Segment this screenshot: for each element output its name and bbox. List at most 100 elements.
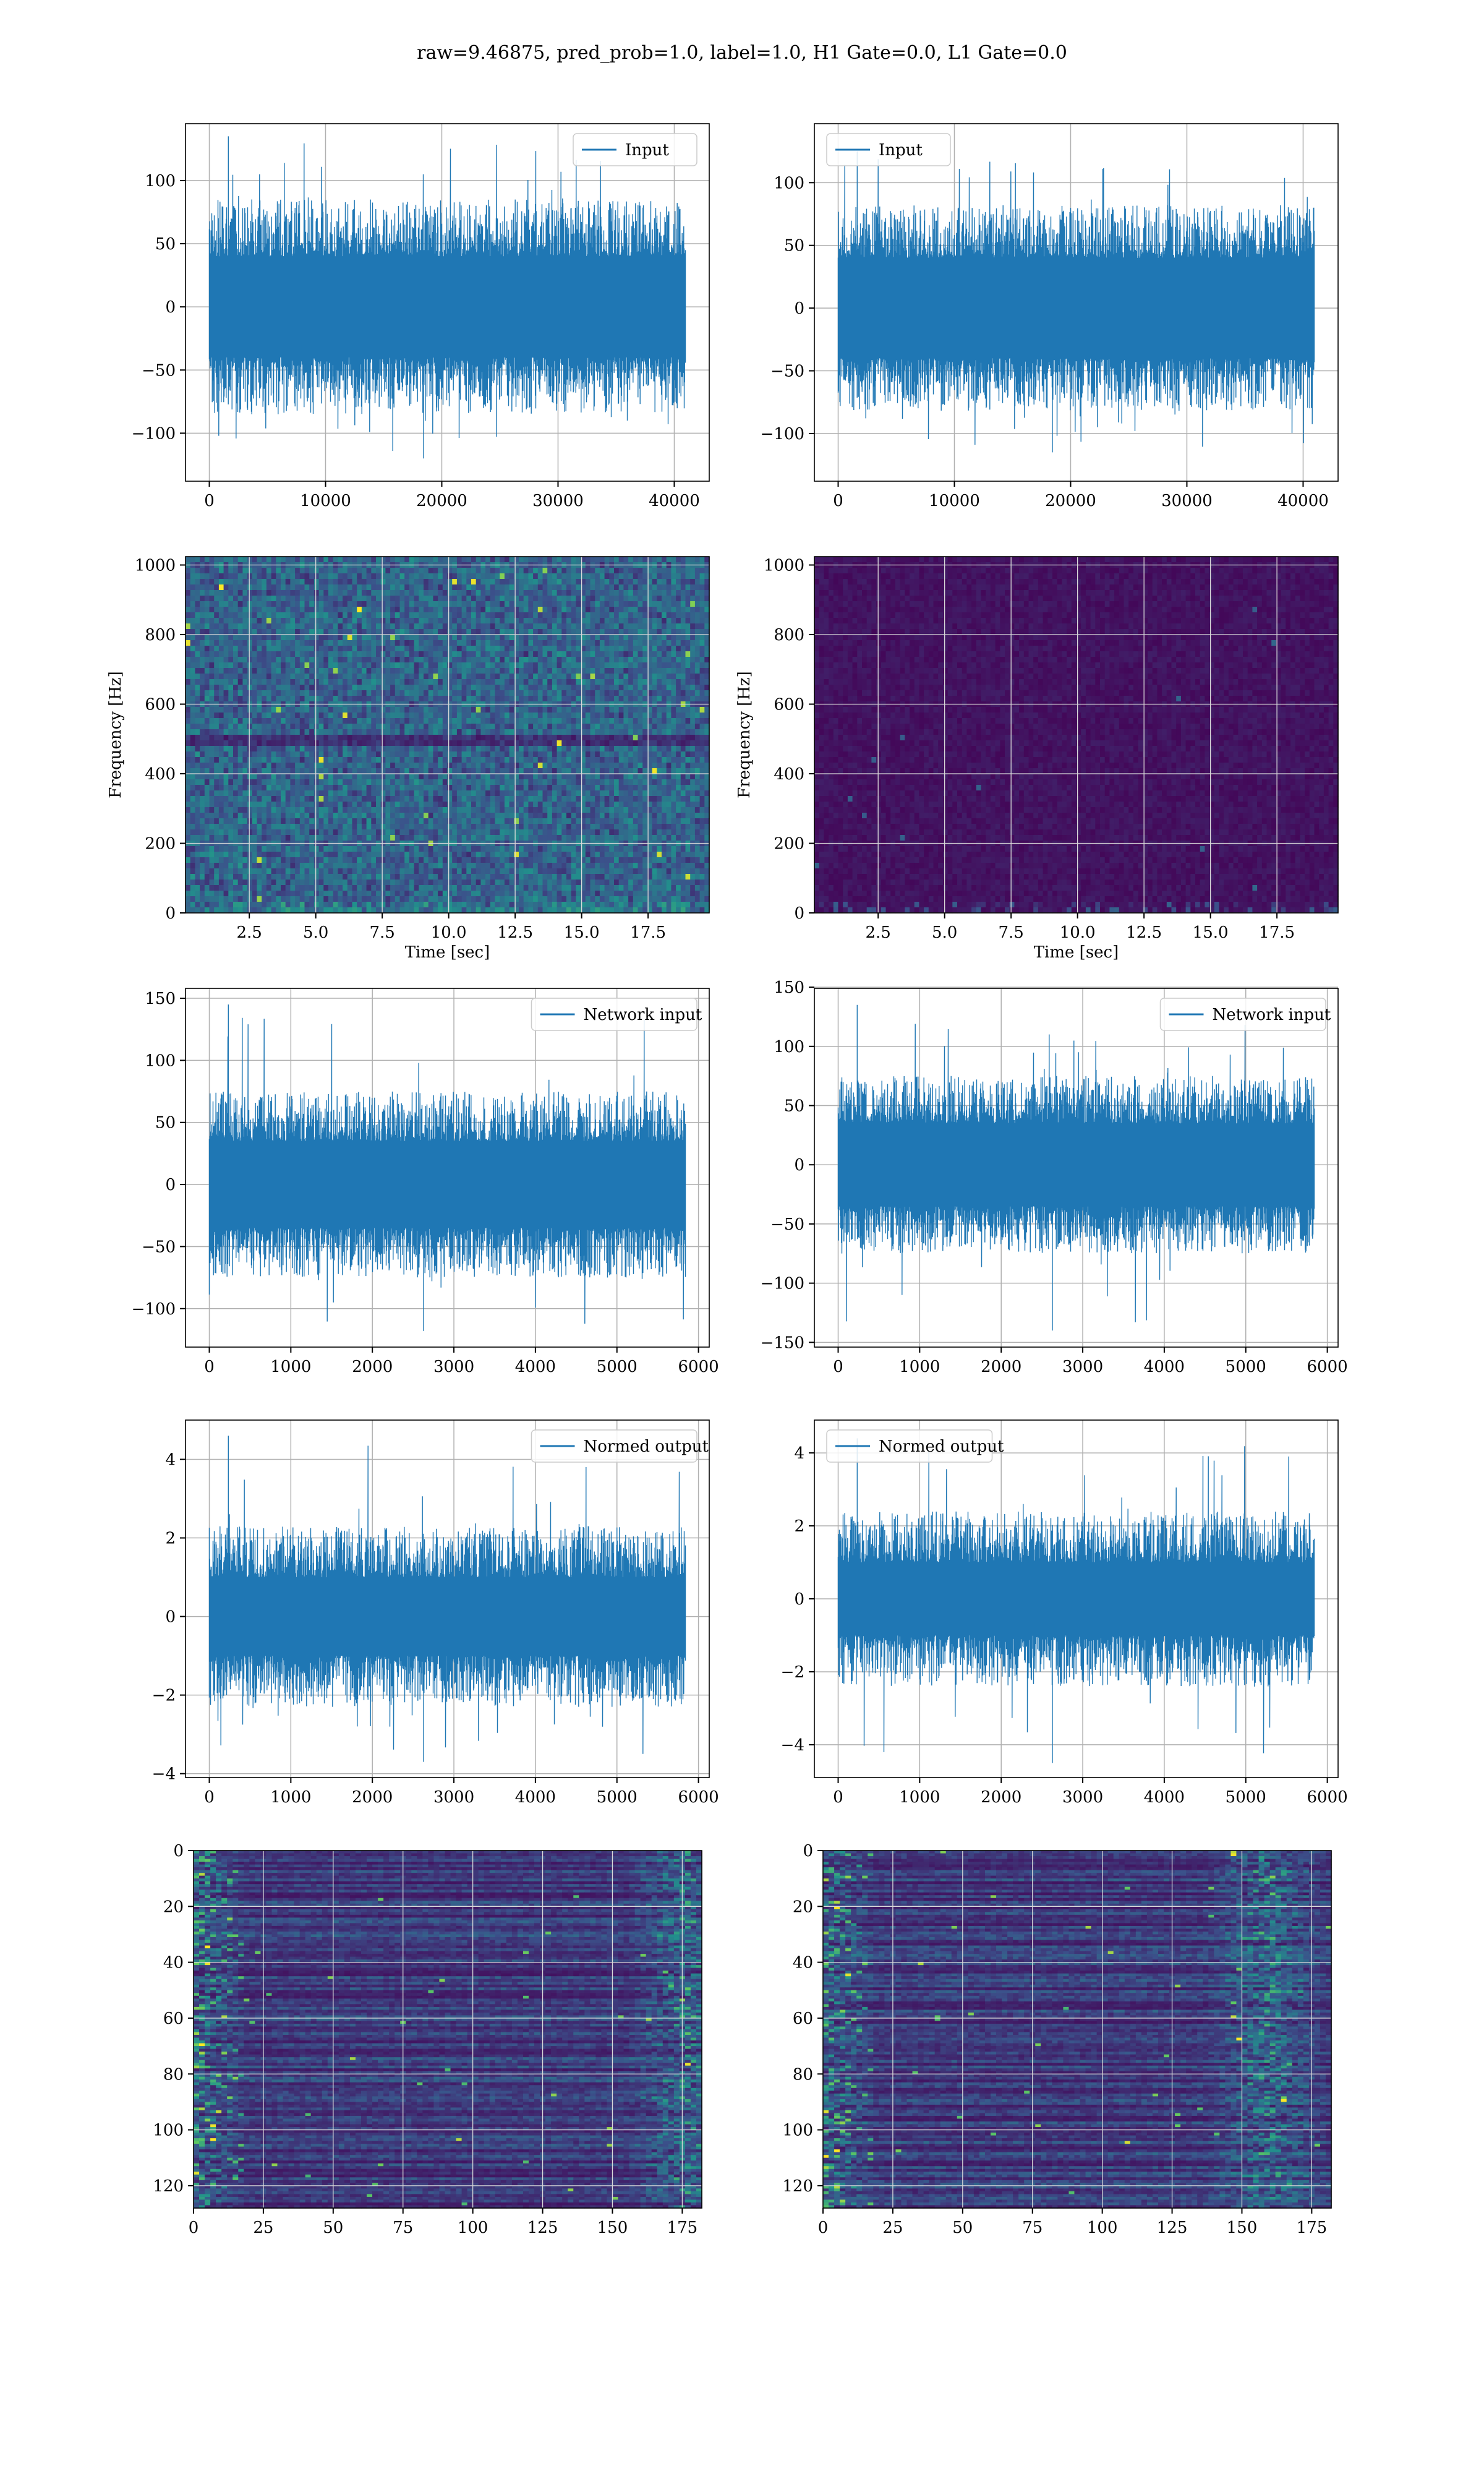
x-tick-label: 100	[1087, 2219, 1118, 2237]
x-tick-label: 30000	[1161, 492, 1213, 510]
y-tick-label: 200	[145, 835, 176, 854]
x-tick-label: 5000	[1226, 1358, 1266, 1376]
subplot-1-0: 2.5 5.0 7.5 10.0 12.5 15.0 17.5020040060080010…	[106, 557, 710, 962]
x-tick-label: 50	[952, 2219, 973, 2237]
x-tick-label: 2000	[352, 1788, 393, 1807]
x-tick-label: 3000	[1062, 1358, 1103, 1376]
x-tick-label: 100	[458, 2219, 488, 2237]
y-tick-label: 100	[782, 2121, 813, 2140]
y-tick-label: 120	[153, 2177, 184, 2196]
x-tick-label: 7.5	[369, 923, 394, 942]
x-axis-label: Time [sec]	[405, 943, 490, 962]
x-tick-label: 175	[667, 2219, 698, 2237]
x-tick-label: 4000	[1144, 1358, 1185, 1376]
x-tick-label: 0	[204, 492, 215, 510]
y-axis-label: Frequency [Hz]	[735, 671, 754, 798]
x-tick-label: 17.5	[630, 923, 666, 942]
x-tick-label: 175	[1297, 2219, 1328, 2237]
y-tick-label: 60	[163, 2010, 184, 2028]
subplot-2-1: 0 1000 2000 3000 4000 5000 6000−150−100−500501…	[761, 978, 1348, 1376]
y-tick-label: 40	[163, 1954, 184, 1972]
y-tick-label: 200	[774, 835, 804, 854]
x-tick-label: 20000	[1045, 492, 1096, 510]
y-tick-label: 400	[145, 765, 176, 784]
x-tick-label: 5000	[1226, 1788, 1266, 1807]
x-tick-label: 25	[253, 2219, 273, 2237]
x-tick-label: 6000	[1307, 1358, 1348, 1376]
x-tick-label: 3000	[1062, 1788, 1103, 1807]
y-tick-label: 0	[173, 1842, 184, 1860]
y-tick-label: 20	[793, 1898, 813, 1916]
y-tick-label: 120	[782, 2177, 813, 2196]
x-tick-label: 4000	[515, 1358, 556, 1376]
subplot-2-0: 0 1000 2000 3000 4000 5000 6000−100−5005010015…	[132, 988, 719, 1376]
x-tick-label: 7.5	[998, 923, 1023, 942]
subplot-1-1: 2.5 5.0 7.5 10.0 12.5 15.0 17.5020040060080010…	[735, 557, 1339, 962]
x-tick-label: 6000	[678, 1358, 719, 1376]
x-tick-label: 125	[1157, 2219, 1188, 2237]
legend-label: Input	[625, 141, 669, 160]
y-tick-label: 100	[774, 1038, 804, 1056]
x-tick-label: 3000	[433, 1358, 474, 1376]
x-tick-label: 1000	[270, 1358, 311, 1376]
y-axis-label: Frequency [Hz]	[106, 671, 125, 798]
y-tick-label: 2	[165, 1530, 176, 1548]
y-tick-label: 600	[774, 696, 804, 714]
x-tick-label: 4000	[515, 1788, 556, 1807]
y-tick-label: −100	[761, 1275, 804, 1293]
x-axis-label: Time [sec]	[1034, 943, 1119, 962]
y-tick-label: 100	[774, 174, 804, 192]
x-tick-label: 0	[833, 1358, 843, 1376]
y-tick-label: −50	[142, 361, 176, 380]
y-tick-label: 100	[153, 2121, 184, 2140]
x-tick-label: 10.0	[1060, 923, 1096, 942]
y-tick-label: 0	[165, 1608, 176, 1627]
y-tick-label: −150	[761, 1333, 804, 1352]
y-tick-label: −50	[770, 362, 804, 381]
y-tick-label: 100	[145, 1051, 176, 1070]
y-tick-label: 4	[794, 1444, 804, 1463]
y-tick-label: 50	[155, 235, 176, 254]
y-tick-label: 50	[784, 1097, 804, 1116]
x-tick-label: 1000	[270, 1788, 311, 1807]
y-tick-label: −100	[132, 1300, 176, 1319]
x-tick-label: 0	[833, 1788, 843, 1807]
x-tick-label: 17.5	[1259, 923, 1295, 942]
y-tick-label: 50	[155, 1114, 176, 1132]
y-tick-label: 150	[774, 978, 804, 997]
y-tick-label: −2	[152, 1687, 176, 1705]
y-tick-label: 80	[163, 2065, 184, 2084]
x-tick-label: 4000	[1144, 1788, 1185, 1807]
y-tick-label: 0	[794, 1156, 804, 1175]
x-tick-label: 3000	[433, 1788, 474, 1807]
y-tick-label: 100	[145, 172, 176, 190]
x-tick-label: 0	[204, 1358, 215, 1376]
y-tick-label: 0	[794, 1590, 804, 1609]
y-tick-label: 0	[165, 904, 176, 923]
x-tick-label: 40000	[649, 492, 700, 510]
y-tick-label: 40	[793, 1954, 813, 1972]
x-tick-label: 10.0	[431, 923, 467, 942]
x-tick-label: 30000	[532, 492, 584, 510]
y-tick-label: 150	[145, 990, 176, 1008]
x-tick-label: 5.0	[303, 923, 328, 942]
x-tick-label: 40000	[1277, 492, 1329, 510]
legend-label: Normed output	[879, 1437, 1004, 1456]
x-tick-label: 0	[189, 2219, 199, 2237]
y-tick-label: 800	[145, 626, 176, 644]
legend-label: Normed output	[584, 1437, 709, 1456]
x-tick-label: 2.5	[237, 923, 262, 942]
x-tick-label: 2.5	[866, 923, 891, 942]
y-tick-label: −4	[781, 1736, 804, 1755]
y-tick-label: 1000	[135, 557, 176, 575]
x-tick-label: 6000	[678, 1788, 719, 1807]
y-tick-label: −100	[132, 424, 176, 443]
x-tick-label: 150	[1227, 2219, 1258, 2237]
y-tick-label: 0	[165, 1176, 176, 1194]
x-tick-label: 75	[393, 2219, 413, 2237]
x-tick-label: 25	[882, 2219, 903, 2237]
